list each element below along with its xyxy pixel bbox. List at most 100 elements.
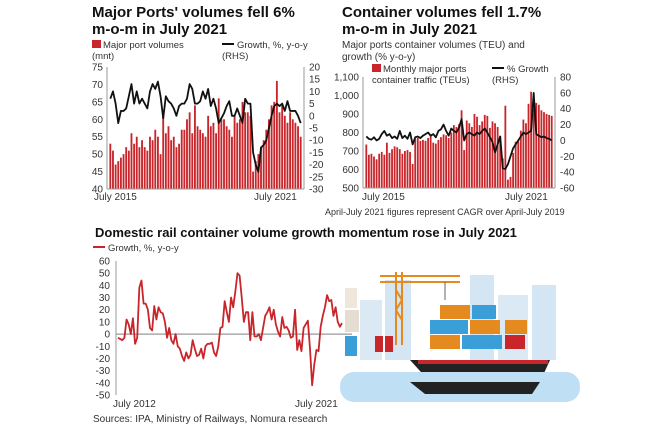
chart1-bar <box>236 122 239 189</box>
chart2-bar <box>429 136 432 188</box>
chart2-bar <box>535 102 538 188</box>
chart1-x-start: July 2015 <box>94 192 137 203</box>
chart1-bar <box>188 112 191 189</box>
chart1-bar <box>114 164 117 189</box>
chart1-bar <box>141 140 143 189</box>
chart1-bar <box>178 143 180 189</box>
chart2-y2tick-label: -40 <box>560 168 575 179</box>
chart1-bar <box>273 101 276 189</box>
chart2-bar <box>416 138 419 188</box>
chart2-bar <box>409 151 411 188</box>
chart2-bar <box>527 103 530 188</box>
chart3-ytick-label: 0 <box>104 330 110 341</box>
barrel-shape <box>385 336 393 352</box>
chart2-bar <box>532 108 535 188</box>
chart1-ytick-label: 60 <box>92 115 104 126</box>
chart1-y2tick-label: -5 <box>309 124 318 135</box>
chart1-y2tick-label: 10 <box>309 87 321 98</box>
ship-hull <box>410 382 540 394</box>
chart1-y2tick-label: 0 <box>309 111 315 122</box>
chart3-ytick-label: 60 <box>99 257 111 268</box>
chart1-bar <box>117 161 120 189</box>
chart2-bar <box>406 150 409 188</box>
chart1-ytick-label: 65 <box>92 97 104 108</box>
chart2-bar <box>512 152 514 188</box>
chart3-growth-line <box>117 272 343 387</box>
chart2-bar <box>470 126 473 188</box>
chart3-ytick-label: -40 <box>96 378 111 389</box>
chart1-bar <box>167 126 170 189</box>
chart1-bar <box>299 136 302 189</box>
bar-swatch-icon <box>92 40 101 48</box>
chart2-bar <box>370 153 373 188</box>
chart2-growth-line <box>365 91 553 170</box>
chart1-bar <box>138 147 141 189</box>
chart2-y2tick-label: 0 <box>560 136 566 147</box>
chart1-bar <box>125 147 128 189</box>
source-note: Sources: IPA, Ministry of Railways, Nomu… <box>93 414 328 425</box>
chart2-bar <box>452 125 455 188</box>
chart1-bar <box>119 157 122 189</box>
chart3-ytick-label: -30 <box>96 366 111 377</box>
chart1-bar <box>175 147 178 189</box>
chart2-bar <box>383 154 386 188</box>
line-swatch-icon <box>222 43 234 45</box>
container-stack <box>430 305 527 349</box>
chart3-ytick-label: -10 <box>96 342 111 353</box>
building-shape <box>345 288 357 308</box>
chart1-bar <box>151 140 154 189</box>
chart1-bar <box>135 136 138 189</box>
chart2-bar <box>481 121 484 188</box>
chart1-bar <box>191 133 194 189</box>
chart2-bar <box>543 112 545 188</box>
chart2-bar <box>460 110 463 188</box>
chart1-bar <box>149 136 151 189</box>
chart1-bar <box>220 119 223 189</box>
chart2-bar <box>445 135 448 188</box>
chart1-bar <box>112 150 114 189</box>
chart2-bar <box>422 139 424 188</box>
chart2-bar <box>496 126 499 188</box>
chart2-bar <box>514 141 517 188</box>
chart2-bar <box>385 142 388 188</box>
chart1-bar <box>212 122 215 189</box>
chart1-bar <box>183 129 186 189</box>
chart1-bar <box>133 143 136 189</box>
chart1-y2tick-label: -25 <box>309 172 324 183</box>
chart2-ytick-label: 500 <box>342 184 359 195</box>
chart2-bar <box>401 153 404 188</box>
chart1-title: Major Ports' volumes fell 6% m-o-m in Ju… <box>92 4 295 38</box>
chart1-bar <box>180 129 183 189</box>
chart1-bar <box>170 140 173 189</box>
chart1-bar <box>207 115 210 189</box>
chart1-bar <box>164 133 167 189</box>
chart1-bar <box>172 136 175 189</box>
chart1-ytick-label: 55 <box>92 132 104 143</box>
chart2-bar <box>380 151 383 188</box>
chart2-bar <box>548 114 551 188</box>
chart2-bar <box>440 137 442 188</box>
chart2-y2tick-label: -20 <box>560 152 575 163</box>
chart3-x-end: July 2021 <box>295 399 338 410</box>
chart2-bar <box>489 127 491 188</box>
chart2-bar <box>434 143 437 188</box>
chart1-ytick-label: 45 <box>92 167 104 178</box>
chart3-x-start: July 2012 <box>113 399 156 410</box>
chart3-ytick-label: -50 <box>96 391 111 402</box>
chart2-legend-bars: Monthly major ports container traffic (T… <box>372 64 484 86</box>
chart2-legend-bars-label: Monthly major ports container traffic (T… <box>372 64 470 86</box>
chart2-bar <box>507 179 509 188</box>
chart2-ytick-label: 1,100 <box>334 73 359 84</box>
chart1-bar <box>231 136 233 189</box>
chart2-bar <box>468 123 471 188</box>
chart1-bar <box>193 105 196 189</box>
bar-swatch-icon <box>372 64 381 72</box>
chart3-ytick-label: 50 <box>99 269 111 280</box>
chart2-x-end: July 2021 <box>505 192 548 203</box>
chart1-bar <box>186 119 188 189</box>
chart1-bar <box>294 122 297 189</box>
chart2-note: April-July 2021 figures represent CAGR o… <box>325 207 565 217</box>
chart2-y2tick-label: 80 <box>560 73 572 84</box>
chart2-bar <box>411 163 414 188</box>
